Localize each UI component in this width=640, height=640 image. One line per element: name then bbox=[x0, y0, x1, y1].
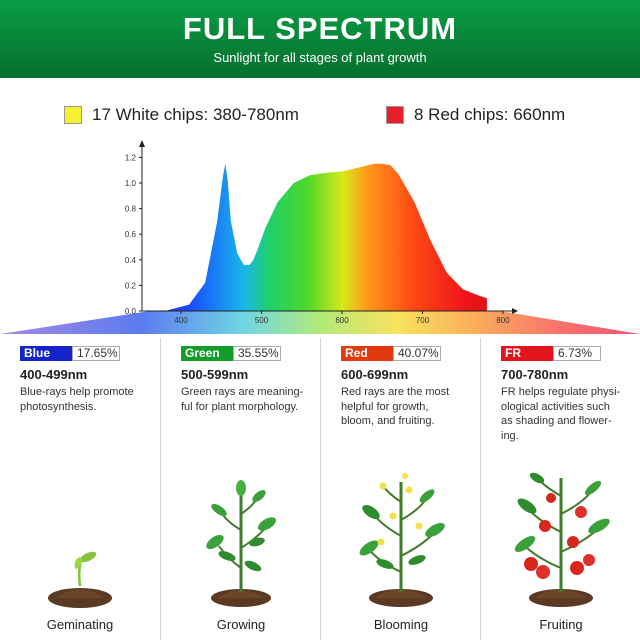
column-red: Red 40.07% 600-699nm Red rays are the mo… bbox=[320, 338, 481, 640]
legend-swatch-white bbox=[64, 106, 82, 124]
description-line: ful for plant morphology. bbox=[181, 400, 299, 413]
legend-red: 8 Red chips: 660nm bbox=[386, 105, 565, 125]
description-line: ing. bbox=[501, 429, 519, 442]
column-green: Green 35.55% 500-599nm Green rays are me… bbox=[160, 338, 321, 640]
description-line: Red rays are the most bbox=[341, 386, 450, 398]
y-tick-label: 1.2 bbox=[125, 153, 137, 162]
stage-label: Blooming bbox=[373, 617, 429, 632]
fruiting-plant-illustration bbox=[514, 472, 610, 607]
x-axis-arrow bbox=[512, 308, 518, 314]
blooming-plant-illustration bbox=[359, 473, 445, 607]
legend-label-white: 17 White chips: 380-780nm bbox=[92, 105, 299, 124]
y-tick-label: 1.0 bbox=[125, 179, 137, 188]
badge-percent: 35.55% bbox=[233, 346, 281, 361]
column-blue: Blue 17.65% 400-499nm Blue-rays help pro… bbox=[0, 338, 160, 640]
x-tick-label: 600 bbox=[335, 316, 349, 325]
description-line: helpful for growth, bbox=[341, 400, 429, 413]
description-line: Blue-rays help promote bbox=[20, 386, 134, 398]
description-line: photosynthesis. bbox=[20, 400, 97, 413]
badge-percent: 40.07% bbox=[393, 346, 441, 361]
range-label: 700-780nm bbox=[501, 367, 569, 382]
badge-percent: 6.73% bbox=[553, 346, 601, 361]
description: Green rays are meaning- ful for plant mo… bbox=[181, 385, 311, 414]
y-tick-label: 0.6 bbox=[125, 230, 137, 239]
badge-name: FR bbox=[501, 346, 553, 361]
x-tick-label: 700 bbox=[416, 316, 430, 325]
page-title: FULL SPECTRUM bbox=[182, 11, 458, 46]
description-line: ological activities such bbox=[501, 400, 610, 413]
column-fr: FR 6.73% 700-780nm FR helps regulate phy… bbox=[480, 338, 640, 640]
spectrum-columns: Blue 17.65% 400-499nm Blue-rays help pro… bbox=[0, 338, 640, 640]
page-subtitle: Sunlight for all stages of plant growth bbox=[213, 50, 427, 65]
y-tick-label: 0.0 bbox=[125, 307, 137, 316]
legend-white: 17 White chips: 380-780nm bbox=[64, 105, 299, 125]
spectrum-chart: 0.0 0.2 0.4 0.6 0.8 1.0 1.2 400 500 600 700 800 bbox=[0, 140, 640, 334]
y-tick-label: 0.8 bbox=[125, 205, 137, 214]
legend-label-red: 8 Red chips: 660nm bbox=[414, 105, 566, 124]
x-tick-label: 400 bbox=[174, 316, 188, 325]
description: Red rays are the most helpful for growth… bbox=[341, 385, 471, 429]
x-tick-label: 500 bbox=[255, 316, 269, 325]
seedling-illustration bbox=[48, 551, 112, 608]
description-line: Green rays are meaning- bbox=[181, 386, 304, 398]
description-line: FR helps regulate physi- bbox=[501, 386, 621, 398]
green-badge: Green 35.55% bbox=[181, 346, 281, 361]
header-banner: FULL SPECTRUM Sunlight for all stages of… bbox=[0, 0, 640, 78]
stage-label: Growing bbox=[216, 617, 266, 632]
range-label: 500-599nm bbox=[181, 367, 249, 382]
rainbow-band bbox=[0, 311, 640, 334]
spectrum-area bbox=[164, 163, 487, 311]
badge-name: Green bbox=[181, 346, 233, 361]
x-tick-label: 800 bbox=[496, 316, 510, 325]
red-badge: Red 40.07% bbox=[341, 346, 441, 361]
blue-badge: Blue 17.65% bbox=[20, 346, 120, 361]
badge-percent: 17.65% bbox=[72, 346, 120, 361]
badge-name: Blue bbox=[20, 346, 72, 361]
badge-name: Red bbox=[341, 346, 393, 361]
stage-label: Fruiting bbox=[539, 617, 583, 632]
description-line: bloom, and fruiting. bbox=[341, 415, 435, 427]
y-axis-arrow bbox=[139, 140, 145, 147]
description: FR helps regulate physi- ological activi… bbox=[501, 385, 631, 443]
stage-label: Geminating bbox=[46, 617, 114, 632]
fr-badge: FR 6.73% bbox=[501, 346, 601, 361]
legend-swatch-red bbox=[386, 106, 404, 124]
y-tick-label: 0.2 bbox=[125, 281, 137, 290]
y-tick-label: 0.4 bbox=[125, 256, 137, 265]
description: Blue-rays help promote photosynthesis. bbox=[20, 385, 150, 414]
description-line: as shading and flower- bbox=[501, 415, 612, 427]
range-label: 400-499nm bbox=[20, 367, 88, 382]
growing-plant-illustration bbox=[206, 480, 277, 607]
range-label: 600-699nm bbox=[341, 367, 409, 382]
